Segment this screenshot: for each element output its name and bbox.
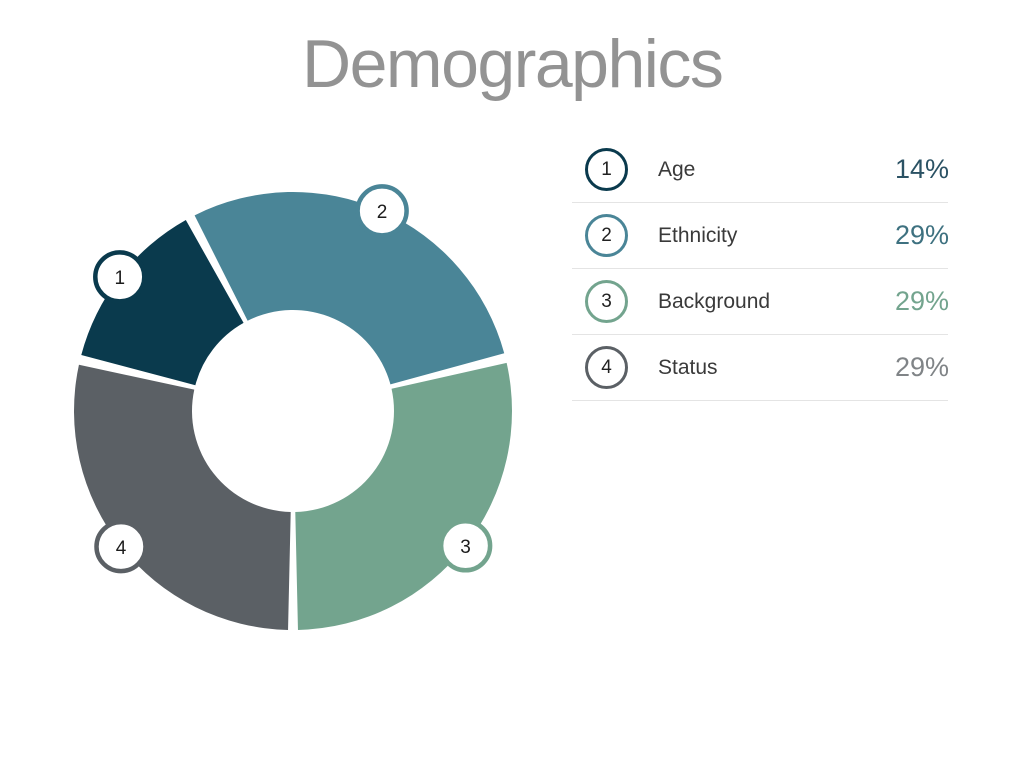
svg-text:1: 1 [115, 268, 126, 289]
svg-text:3: 3 [460, 537, 471, 558]
svg-text:2: 2 [377, 202, 388, 223]
svg-text:4: 4 [116, 538, 127, 559]
